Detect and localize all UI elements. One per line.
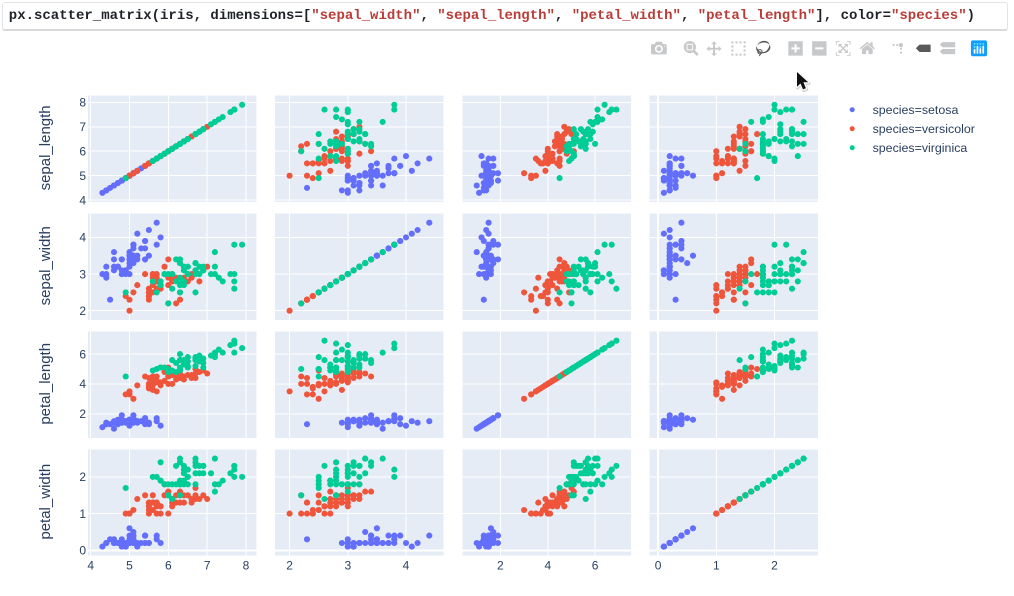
svg-text:2: 2	[79, 470, 86, 484]
svg-text:petal_width: petal_width	[37, 464, 54, 540]
svg-text:species=versicolor: species=versicolor	[873, 122, 975, 136]
svg-text:8: 8	[79, 96, 86, 110]
svg-text:6: 6	[592, 558, 599, 572]
svg-text:2: 2	[79, 407, 86, 421]
svg-text:4: 4	[403, 558, 410, 572]
svg-text:sepal_length: sepal_length	[37, 105, 54, 190]
svg-text:sepal_width: sepal_width	[37, 226, 54, 305]
svg-text:6: 6	[79, 144, 86, 158]
svg-text:4: 4	[87, 558, 94, 572]
svg-text:2: 2	[79, 304, 86, 318]
svg-text:petal_length: petal_length	[37, 343, 54, 425]
svg-text:1: 1	[713, 558, 720, 572]
svg-text:0: 0	[655, 558, 662, 572]
svg-text:7: 7	[79, 120, 86, 134]
svg-text:0: 0	[79, 544, 86, 558]
svg-text:4: 4	[79, 231, 86, 245]
svg-text:2: 2	[497, 558, 504, 572]
svg-text:5: 5	[79, 169, 86, 183]
svg-text:8: 8	[243, 558, 250, 572]
svg-text:4: 4	[79, 377, 86, 391]
svg-text:5: 5	[126, 558, 133, 572]
svg-text:4: 4	[544, 558, 551, 572]
svg-text:2: 2	[771, 558, 778, 572]
svg-text:6: 6	[79, 347, 86, 361]
svg-text:3: 3	[344, 558, 351, 572]
svg-text:7: 7	[204, 558, 211, 572]
svg-text:4: 4	[79, 193, 86, 207]
svg-text:species=setosa: species=setosa	[873, 103, 959, 117]
svg-text:1: 1	[79, 507, 86, 521]
svg-text:3: 3	[79, 267, 86, 281]
svg-text:6: 6	[165, 558, 172, 572]
svg-text:2: 2	[286, 558, 293, 572]
svg-text:species=virginica: species=virginica	[873, 141, 968, 155]
